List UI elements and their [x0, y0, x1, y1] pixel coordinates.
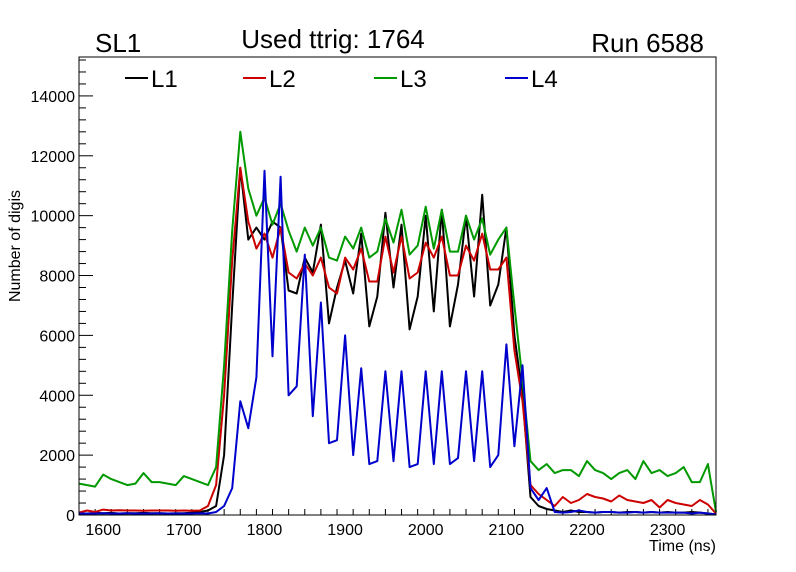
y-tick-label: 2000 [39, 448, 75, 465]
y-tick-label: 6000 [39, 328, 75, 345]
chart-title-left: SL1 [95, 28, 141, 58]
plot-frame [78, 56, 717, 516]
series-line-l1 [79, 166, 717, 516]
x-tick-label: 2200 [569, 522, 605, 539]
series-layer [78, 130, 717, 516]
y-tick-label: 4000 [39, 388, 75, 405]
legend-label-l3: L3 [400, 66, 427, 93]
x-tick-label: 1700 [166, 522, 202, 539]
x-tick-label: 1600 [85, 522, 121, 539]
series-line-l4 [79, 169, 717, 516]
legend: L1 L2 L3 L4 [125, 66, 558, 93]
x-axis-label: Time (ns) [649, 538, 716, 555]
x-tick-label: 1900 [327, 522, 363, 539]
chart-title-center: Used ttrig: 1764 [241, 24, 425, 54]
y-tick-label: 12000 [31, 149, 76, 166]
y-tick-label: 14000 [31, 89, 76, 106]
y-tick-label: 0 [66, 508, 75, 525]
chart-title-right: Run 6588 [591, 28, 704, 58]
series-line-l2 [78, 166, 717, 515]
legend-label-l4: L4 [531, 66, 558, 93]
y-tick-label: 8000 [39, 269, 75, 286]
legend-label-l1: L1 [151, 66, 178, 93]
series-line-l3 [78, 130, 717, 513]
x-tick-label: 2000 [408, 522, 444, 539]
x-tick-label: 2300 [650, 522, 686, 539]
x-tick-label: 2100 [489, 522, 525, 539]
y-tick-label: 10000 [31, 209, 76, 226]
y-axis-label: Number of digis [7, 190, 24, 302]
axes: 1600 1700 1800 1900 2000 2100 2200 2300 0 2000 400… [31, 59, 709, 539]
legend-label-l2: L2 [269, 66, 296, 93]
x-tick-label: 1800 [247, 522, 283, 539]
